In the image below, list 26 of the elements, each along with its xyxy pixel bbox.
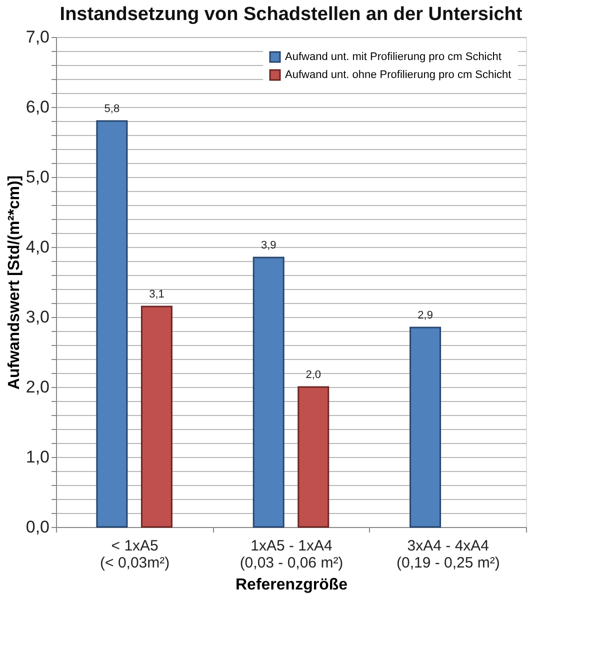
y-axis-title: Aufwandswert [Std/(m²*cm)] — [6, 175, 23, 390]
x-tick-label: 3xA4 - 4xA4 (0,19 - 0,25 m²) — [396, 538, 500, 572]
y-tick-label: 5,0 — [26, 168, 50, 186]
y-tick-label: 0,0 — [26, 518, 50, 536]
bar — [410, 326, 442, 528]
y-tick-label: 3,0 — [26, 308, 50, 326]
bar — [252, 256, 284, 528]
y-tick-label: 7,0 — [26, 28, 50, 46]
y-tick-label: 2,0 — [26, 378, 50, 396]
legend-label: Aufwand unt. ohne Profilierung pro cm Schicht — [285, 69, 512, 81]
y-tick-label: 1,0 — [26, 448, 50, 466]
bar — [96, 120, 128, 528]
bar — [298, 386, 330, 528]
legend-label: Aufwand unt. mit Profilierung pro cm Schicht — [285, 51, 502, 63]
chart-title: Instandsetzung von Schadstellen an der Untersicht — [60, 4, 523, 25]
data-label: 3,1 — [149, 288, 164, 300]
data-label: 5,8 — [104, 103, 120, 115]
data-label: 2,9 — [418, 310, 433, 322]
x-tick-label: 1xA5 - 1xA4 (0,03 - 0,06 m²) — [240, 538, 344, 572]
bar — [140, 306, 172, 528]
data-label: 3,9 — [260, 240, 276, 252]
y-tick-label: 6,0 — [26, 98, 50, 116]
y-tick-label: 4,0 — [26, 238, 50, 256]
x-tick-label: < 1xA5 (< 0,03m²) — [100, 538, 170, 572]
data-label: 2,0 — [306, 369, 322, 381]
x-axis-title: Referenzgröße — [235, 576, 348, 594]
